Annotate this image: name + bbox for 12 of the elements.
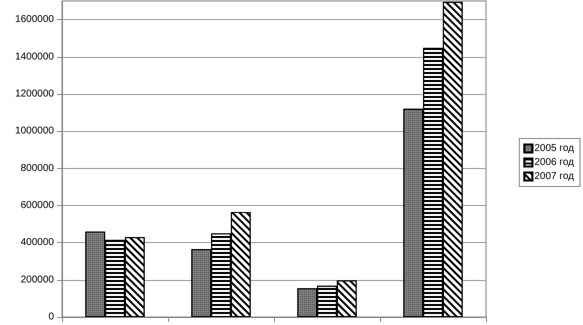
y-tick-label: 1600000 bbox=[15, 14, 54, 26]
y-tick-label: 1000000 bbox=[15, 126, 54, 137]
y-tick-label: 1200000 bbox=[15, 88, 54, 100]
y-tick-label: 200000 bbox=[20, 274, 54, 286]
legend-label: 2005 год bbox=[534, 143, 574, 154]
y-tick-label: 600000 bbox=[20, 200, 54, 211]
y-tick-label: 800000 bbox=[20, 162, 54, 174]
y-tick-label: 0 bbox=[48, 312, 54, 322]
y-tick-label: 400000 bbox=[20, 237, 54, 248]
y-tick-label: 1400000 bbox=[15, 51, 54, 62]
legend-label: 2006 год bbox=[534, 157, 574, 168]
legend-label: 2007 год bbox=[534, 171, 574, 182]
